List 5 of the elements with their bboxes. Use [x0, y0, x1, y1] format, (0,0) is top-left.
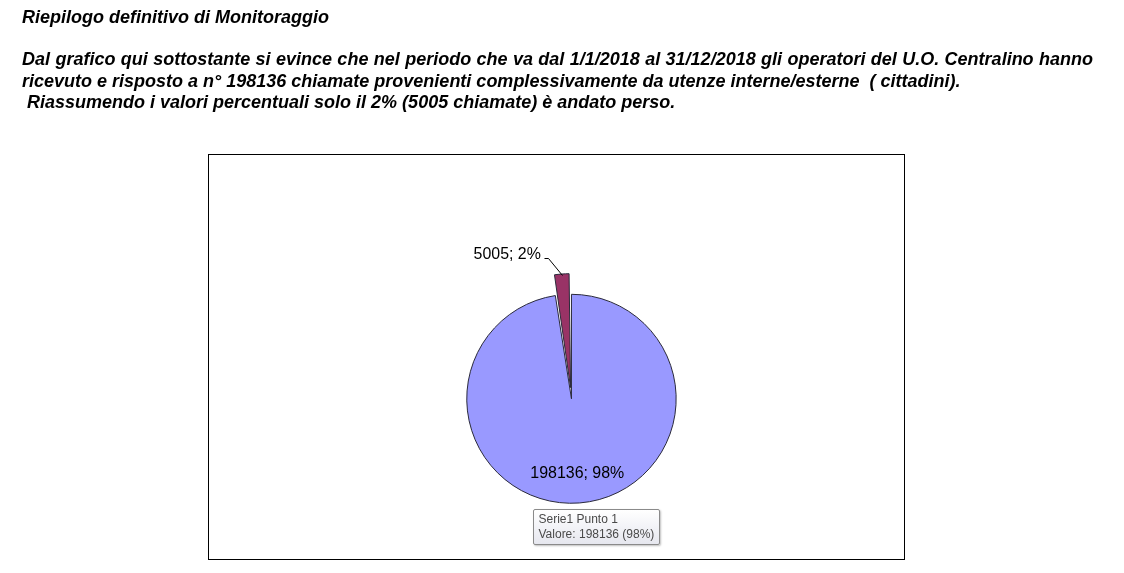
text: Riepilogo definitivo di Monitoraggio: [22, 7, 329, 28]
data-label: 198136; 98%: [530, 464, 625, 482]
data-label: 5005; 2%: [473, 245, 541, 263]
chart-subtitle: Dal grafico qui sottostante si evince che nel periodo che va dal 1/1/2018 al 31/12/2018 gli operatori del U.O. Centralino hanno ricevuto e risposto a n° 198136 chiamate provenienti complessivamente da utenze interne/esterne ( cittadini). Riassumendo i valori percentuali solo il 2% (5005 chiamate) è andato perso.: [22, 49, 1094, 114]
tooltip: Serie1 Punto 1 Valore: 198136 (98%): [532, 509, 661, 545]
